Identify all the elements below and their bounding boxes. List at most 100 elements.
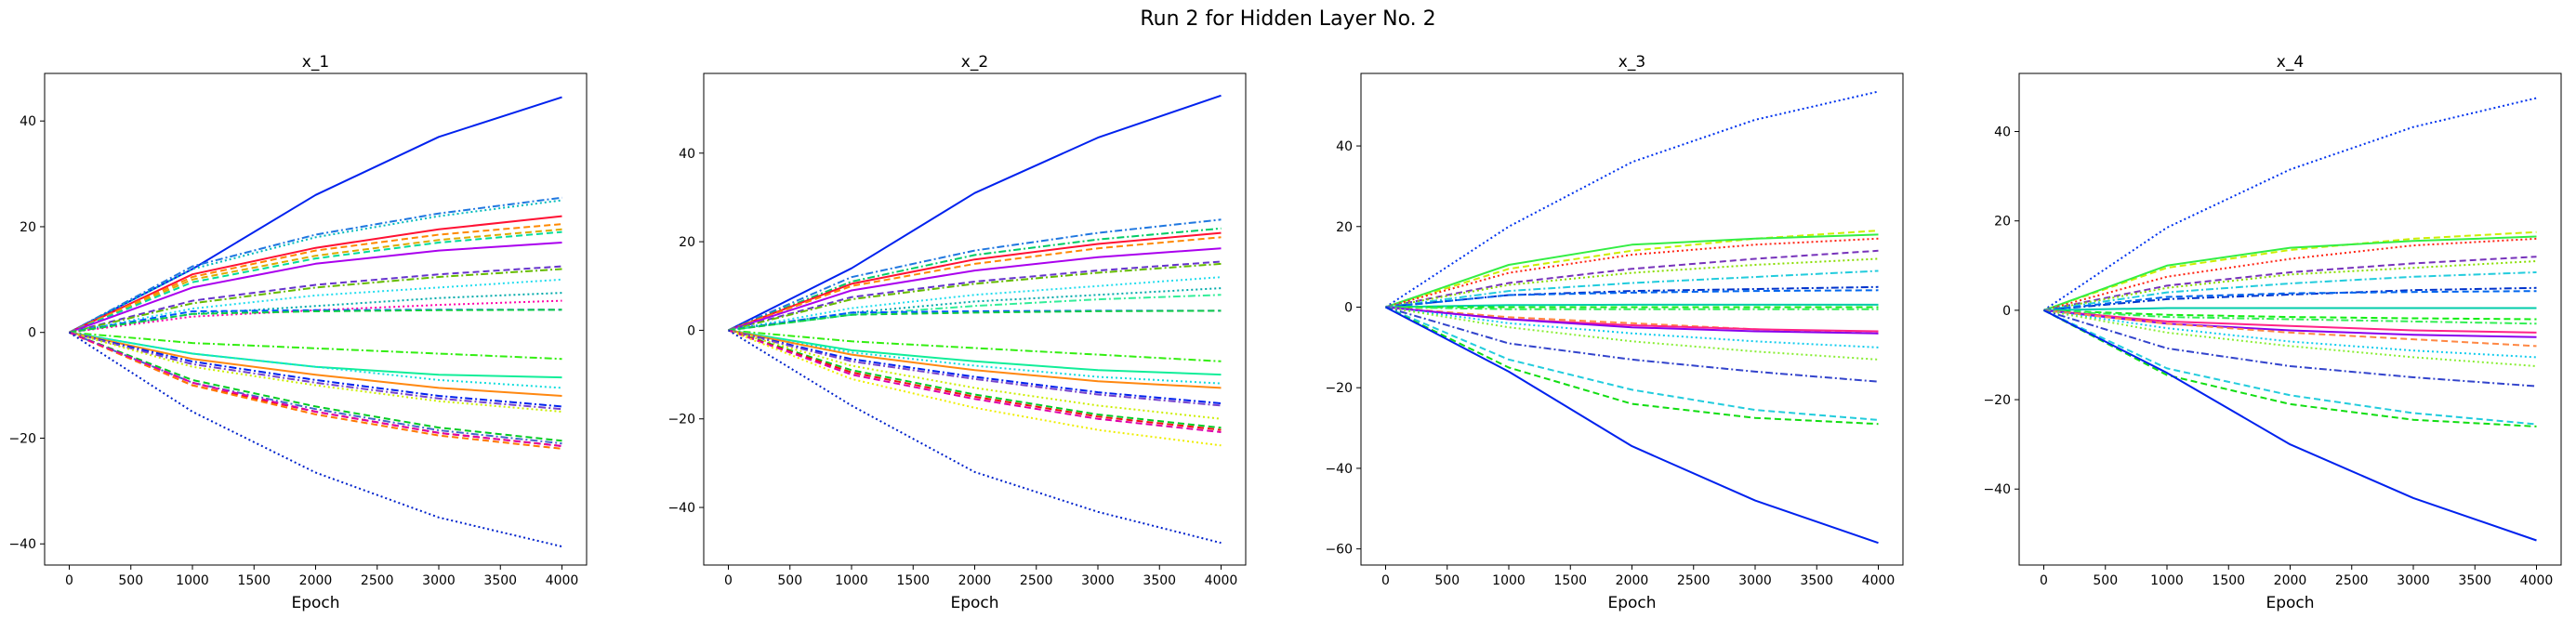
x-tick-label: 0 <box>2040 573 2048 588</box>
series-group <box>68 96 562 548</box>
subplot-1: x_1 0 500 1000 1500 2000 2500 3000 3500 4000 −40 −2… <box>8 53 588 612</box>
series-line-3 <box>1385 233 1879 309</box>
x-tick-label: 1000 <box>176 573 209 588</box>
series-line-17 <box>728 329 1222 389</box>
y-tick-label: −20 <box>667 413 695 427</box>
y-tick-label: 40 <box>1336 139 1353 154</box>
series-line-23 <box>728 329 1222 433</box>
y-tick-label: 40 <box>20 114 36 129</box>
y-tick-label: −40 <box>1325 462 1353 477</box>
subplot-title: x_2 <box>961 53 988 72</box>
series-line-22 <box>728 329 1222 431</box>
series-line-11 <box>728 294 1222 332</box>
series-line-21 <box>1385 306 1879 545</box>
series-line-7 <box>728 260 1222 332</box>
x-tick-label: 2500 <box>1677 573 1711 588</box>
series-line-1 <box>2042 97 2537 311</box>
series-line-10 <box>2043 307 2537 311</box>
y-tick-label: 40 <box>1994 125 2011 140</box>
x-tick-label: 4000 <box>1205 573 1238 588</box>
y-tick-label: 20 <box>1336 220 1353 235</box>
series-line-17 <box>69 331 562 379</box>
series-line-15 <box>2043 309 2537 348</box>
series-line-2 <box>1385 230 1879 309</box>
series-line-2 <box>728 218 1222 332</box>
series-line-21 <box>69 331 562 411</box>
x-tick-label: 3000 <box>1738 573 1772 588</box>
figure-title: Run 2 for Hidden Layer No. 2 <box>1140 7 1435 31</box>
x-tick-label: 3000 <box>2397 573 2430 588</box>
series-line-10 <box>728 287 1222 332</box>
series-line-2 <box>69 196 562 334</box>
x-tick-label: 3000 <box>422 573 456 588</box>
series-line-8 <box>69 242 562 334</box>
series-line-5 <box>2043 256 2537 311</box>
series-line-24 <box>69 331 562 445</box>
series-line-6 <box>69 228 562 334</box>
series-line-4 <box>1385 237 1879 309</box>
series-line-9 <box>1385 289 1879 309</box>
series-line-1 <box>1384 90 1879 309</box>
x-tick-label: 4000 <box>1862 573 1896 588</box>
series-line-27 <box>69 331 562 447</box>
series-line-10 <box>1385 303 1879 309</box>
series-line-21 <box>728 329 1222 429</box>
y-tick-label: 20 <box>20 220 36 235</box>
series-line-25 <box>727 329 1222 545</box>
series-line-7 <box>1385 270 1879 309</box>
series-line-1 <box>728 94 1222 332</box>
x-tick-label: 1000 <box>835 573 868 588</box>
series-line-19 <box>69 331 562 397</box>
x-tick-label: 0 <box>724 573 733 588</box>
y-tick-label: −60 <box>1325 543 1353 558</box>
x-tick-label: 2000 <box>299 573 333 588</box>
series-line-15 <box>1385 306 1879 335</box>
x-tick-label: 1500 <box>2212 573 2245 588</box>
y-tick-label: 0 <box>2002 304 2011 319</box>
x-axis-label: Epoch <box>2266 594 2314 612</box>
x-axis-label: Epoch <box>950 594 998 612</box>
y-tick-label: −40 <box>667 501 695 516</box>
series-group <box>727 94 1222 545</box>
x-tick-label: 0 <box>1381 573 1390 588</box>
series-line-3 <box>2043 235 2537 311</box>
x-tick-label: 2000 <box>1616 573 1649 588</box>
x-tick-label: 2500 <box>1020 573 1053 588</box>
subplot-2: x_2 0 500 1000 1500 2000 2500 3000 3500 4000 −40 −2… <box>667 53 1247 612</box>
series-line-23 <box>69 331 562 442</box>
series-line-19 <box>1385 306 1879 421</box>
y-tick-label: −40 <box>8 537 36 552</box>
axes-frame <box>1360 72 1904 566</box>
series-line-3 <box>728 227 1222 332</box>
series-line-20 <box>728 329 1222 420</box>
series-line-20 <box>69 331 562 408</box>
x-tick-label: 1000 <box>2150 573 2184 588</box>
series-line-1 <box>69 96 562 334</box>
series-line-9 <box>728 276 1222 332</box>
series-line-5 <box>1385 249 1879 309</box>
y-tick-label: 20 <box>679 235 695 250</box>
x-tick-label: 2000 <box>2274 573 2307 588</box>
series-line-7 <box>69 230 562 334</box>
x-tick-label: 2500 <box>2335 573 2369 588</box>
x-tick-label: 1500 <box>1553 573 1587 588</box>
series-group <box>1384 90 1879 545</box>
series-line-22 <box>69 331 562 413</box>
x-tick-label: 500 <box>2093 573 2118 588</box>
series-line-15 <box>728 329 1222 376</box>
series-line-9 <box>2043 290 2537 311</box>
series-line-7 <box>2043 271 2537 311</box>
y-tick-label: 0 <box>28 326 36 341</box>
series-line-2 <box>2043 230 2537 311</box>
y-tick-label: −20 <box>1983 393 2011 408</box>
series-line-4 <box>728 231 1222 332</box>
x-tick-label: 4000 <box>2520 573 2554 588</box>
x-tick-label: 1500 <box>237 573 271 588</box>
subplot-title: x_4 <box>2277 53 2304 72</box>
series-line-18 <box>69 331 562 389</box>
series-line-11 <box>2043 309 2537 321</box>
series-line-13 <box>2043 309 2537 334</box>
x-tick-label: 2500 <box>361 573 394 588</box>
series-line-5 <box>69 223 562 334</box>
x-tick-label: 1000 <box>1492 573 1526 588</box>
